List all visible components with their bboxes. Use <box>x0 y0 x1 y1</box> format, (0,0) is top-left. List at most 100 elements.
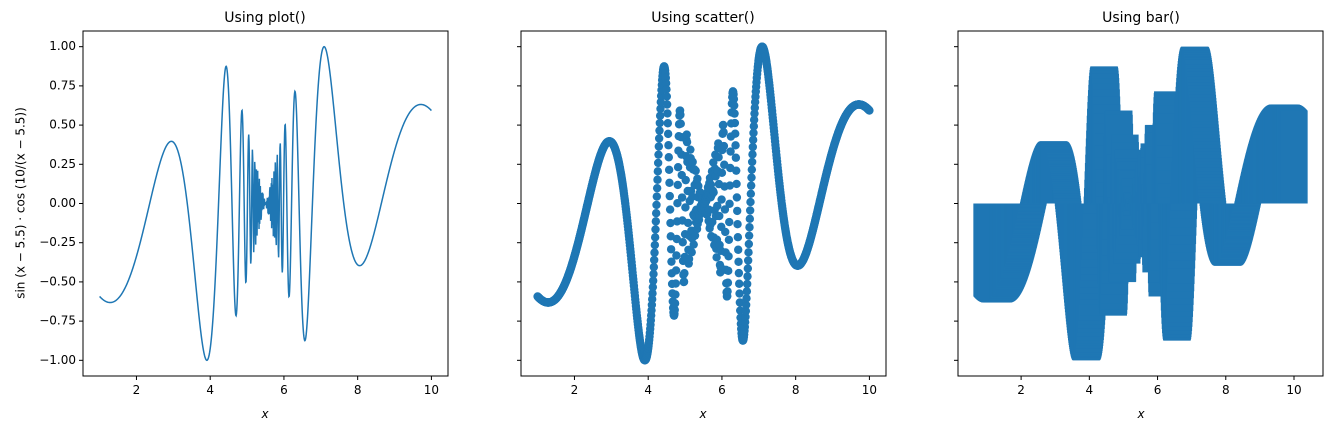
scatter-point <box>732 193 742 202</box>
scatter-point <box>735 279 744 288</box>
scatter-point <box>745 206 755 215</box>
scatter-point <box>683 218 693 228</box>
scatter-point <box>655 118 665 128</box>
x-tick-label: 6 <box>1154 383 1162 397</box>
y-tick-label: −0.25 <box>39 235 76 249</box>
scatter-point <box>724 235 734 245</box>
y-tick-label: −0.50 <box>39 274 76 288</box>
scatter-point <box>745 223 754 232</box>
scatter-point <box>730 109 739 118</box>
scatter-point <box>652 183 662 193</box>
bar <box>1170 203 1198 211</box>
scatter-point <box>691 166 700 175</box>
scatter-point <box>654 150 663 159</box>
scatter-point <box>743 256 753 265</box>
scatter-point <box>725 181 735 190</box>
scatter-point <box>654 142 664 151</box>
bar-panel: 2 4 6 8 10 Using bar() x <box>954 10 1324 421</box>
scatter-point <box>648 276 658 285</box>
y-tick-label: 1.00 <box>49 39 76 53</box>
x-tick-label: 4 <box>206 383 214 397</box>
scatter-point <box>724 252 733 261</box>
scatter-point <box>670 305 679 315</box>
scatter-point <box>723 278 733 287</box>
y-tick-label: 0.25 <box>49 157 76 171</box>
bar <box>1280 110 1308 204</box>
x-tick-label: 8 <box>792 383 800 397</box>
scatter-title: Using scatter() <box>651 10 754 26</box>
bar <box>1053 198 1082 204</box>
scatter-point <box>725 217 734 227</box>
scatter-point <box>729 94 739 104</box>
bar <box>1198 200 1227 204</box>
scatter-point <box>648 289 657 298</box>
bar <box>1019 203 1047 207</box>
scatter-point <box>745 214 755 224</box>
scatter-point <box>653 158 663 168</box>
scatter-point <box>653 175 662 184</box>
scatter-point <box>689 240 698 249</box>
scatter-point <box>665 178 674 187</box>
scatter-point <box>680 269 689 278</box>
scatter-point <box>653 167 663 176</box>
scatter-point <box>717 195 726 204</box>
scatter-point <box>664 153 673 162</box>
x-tick-label: 4 <box>644 383 652 397</box>
scatter-point <box>647 295 657 304</box>
scatter-point <box>656 97 666 107</box>
scatter-point <box>679 277 689 286</box>
scatter-point <box>665 205 675 214</box>
plot-title: Using plot() <box>224 10 305 26</box>
scatter-point <box>651 217 661 226</box>
scatter-point <box>742 287 752 296</box>
scatter-point <box>749 115 759 125</box>
scatter-point <box>747 173 756 182</box>
scatter-point <box>665 191 674 201</box>
scatter-point <box>690 231 700 240</box>
scatter-point <box>652 192 662 201</box>
scatter-point <box>693 174 702 183</box>
scatter-point <box>742 294 751 303</box>
y-tick-label: −1.00 <box>39 353 76 367</box>
scatter-point <box>726 147 735 156</box>
x-tick-label: 8 <box>354 383 362 397</box>
x-tick-label: 2 <box>1017 383 1025 397</box>
scatter-point <box>663 129 673 139</box>
scatter-point <box>743 272 752 281</box>
scatter-point <box>744 248 753 257</box>
x-tick-label: 8 <box>1222 383 1230 397</box>
scatter-point <box>733 206 742 216</box>
scatter-point <box>731 153 741 162</box>
scatter-point <box>677 193 687 202</box>
scatter-point <box>651 225 660 234</box>
scatter-point <box>732 179 741 189</box>
x-tick-label: 10 <box>424 383 439 397</box>
scatter-point <box>681 175 690 185</box>
scatter-point <box>694 181 703 191</box>
scatter-point <box>744 239 754 249</box>
scatter-point <box>750 109 759 118</box>
bar-title: Using bar() <box>1102 10 1180 26</box>
scatter-point <box>654 134 664 143</box>
bar-axes-frame <box>957 30 1324 377</box>
scatter-point <box>664 165 674 174</box>
scatter-axes-frame <box>520 30 887 377</box>
scatter-point <box>656 104 665 113</box>
scatter-point <box>734 257 743 266</box>
scatter-point <box>687 248 696 257</box>
scatter-point <box>673 199 682 208</box>
scatter-point <box>650 233 660 242</box>
scatter-point <box>719 120 728 130</box>
scatter-point <box>649 262 659 272</box>
scatter-point <box>748 150 757 159</box>
scatter-point <box>671 290 680 299</box>
scatter-point <box>670 299 680 308</box>
scatter-point <box>731 129 740 138</box>
scatter-point <box>682 137 692 147</box>
scatter-point <box>664 141 673 150</box>
scatter-x-axis-label: x <box>698 407 707 421</box>
scatter-point <box>746 189 756 198</box>
scatter-point <box>671 266 681 275</box>
scatter-point <box>714 153 723 162</box>
